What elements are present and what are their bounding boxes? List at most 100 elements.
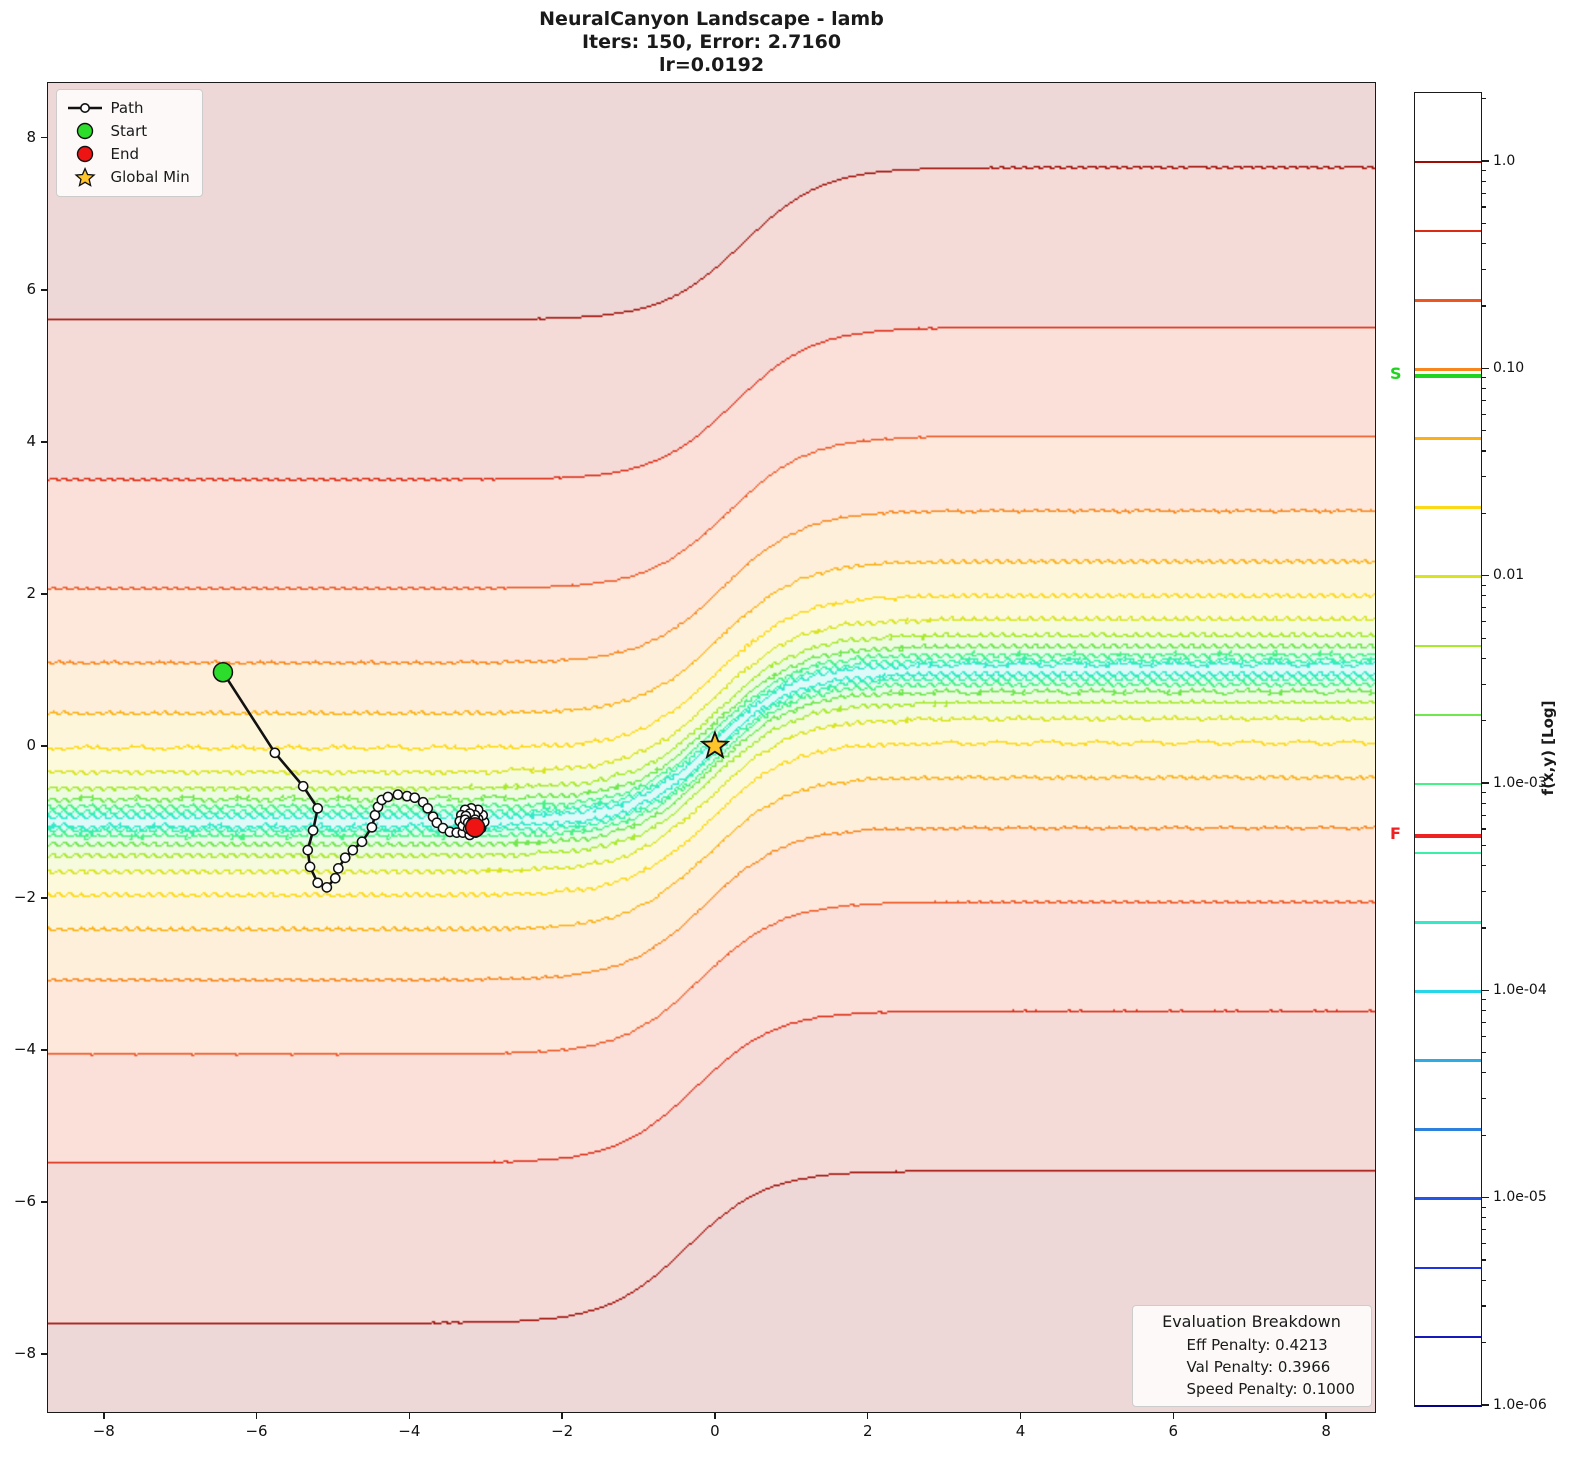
x-axis-tick-label: −8	[92, 1422, 115, 1440]
colorbar-minor-tick	[1481, 305, 1486, 307]
colorbar-level-line	[1415, 1059, 1481, 1062]
colorbar-minor-tick	[1481, 864, 1486, 867]
y-axis-tick	[41, 745, 48, 747]
colorbar-tick-label: 1.0e-04	[1493, 981, 1547, 998]
path-line-icon	[67, 102, 103, 114]
colorbar-minor-tick	[1481, 1206, 1486, 1208]
val-penalty-value: Val Penalty: 0.3966	[1186, 1357, 1331, 1376]
colorbar-minor-tick	[1481, 1052, 1486, 1054]
colorbar-minor-tick	[1481, 476, 1486, 478]
colorbar-tick-label: 0.01	[1493, 567, 1525, 584]
chart-subtitle-lr: lr=0.0192	[658, 54, 765, 76]
x-axis-tick-label: 8	[1321, 1422, 1331, 1440]
colorbar-minor-tick	[1481, 890, 1486, 893]
y-axis-tick-label: −2	[13, 888, 36, 907]
path-point-marker	[392, 788, 403, 800]
y-axis-tick-label: 0	[26, 735, 36, 754]
colorbar-minor-tick	[1481, 98, 1486, 100]
colorbar-minor-tick	[1481, 1279, 1486, 1281]
colorbar-level-line	[1415, 437, 1481, 440]
y-axis-tick	[41, 136, 48, 139]
colorbar-minor-tick	[1481, 999, 1486, 1001]
colorbar-minor-tick	[1481, 1259, 1486, 1261]
colorbar-major-tick	[1481, 989, 1489, 992]
path-point-marker	[307, 824, 318, 836]
colorbar-level-line	[1415, 644, 1481, 648]
colorbar-level-line	[1415, 1404, 1481, 1408]
colorbar-minor-tick	[1481, 222, 1486, 225]
y-axis-tick	[41, 897, 48, 899]
x-axis-tick	[1172, 1412, 1175, 1419]
path-point-marker	[320, 881, 332, 893]
colorbar-final-marker-letter: F	[1390, 824, 1401, 844]
y-axis-tick-label: −4	[13, 1040, 36, 1059]
colorbar-major-tick	[1481, 574, 1489, 577]
x-axis-tick-label: 0	[710, 1422, 720, 1440]
colorbar-level-line	[1415, 921, 1481, 924]
chart-subtitle-iters-error: Iters: 150, Error: 2.7160	[581, 31, 842, 53]
y-axis-tick	[41, 1201, 48, 1203]
x-axis-tick-label: −2	[551, 1422, 574, 1440]
x-axis-tick	[561, 1412, 563, 1419]
legend-label-path: Path	[110, 99, 144, 117]
legend-item-global-min: Global Min	[67, 166, 190, 189]
colorbar-tick-label: 0.10	[1493, 359, 1525, 376]
eff-penalty-value: Eff Penalty: 0.4213	[1186, 1335, 1328, 1354]
legend-item-end: End	[67, 143, 190, 166]
path-point-marker	[301, 844, 313, 855]
plot-area: Path Start End Global Min	[46, 81, 1376, 1413]
colorbar-minor-tick	[1481, 243, 1486, 245]
path-point-marker	[304, 861, 315, 872]
path-point-marker	[311, 876, 323, 888]
colorbar-minor-tick	[1481, 1229, 1486, 1231]
speed-penalty-value: Speed Penalty: 0.1000	[1186, 1379, 1355, 1398]
colorbar-level-line	[1415, 229, 1481, 233]
path-point-marker	[366, 821, 377, 833]
end-marker-icon	[67, 145, 103, 163]
path-point-marker	[339, 851, 351, 863]
colorbar-level-line	[1415, 713, 1481, 717]
path-point-marker	[421, 802, 433, 814]
colorbar-start-marker	[1415, 374, 1481, 379]
colorbar-minor-tick	[1481, 595, 1486, 597]
colorbar-minor-tick	[1481, 828, 1486, 830]
x-axis-tick	[103, 1412, 105, 1419]
colorbar-minor-tick	[1481, 1243, 1486, 1245]
colorbar-minor-tick	[1481, 927, 1486, 929]
colorbar-level-line	[1415, 575, 1481, 578]
colorbar-minor-tick	[1481, 1217, 1486, 1219]
colorbar-level-line	[1415, 990, 1481, 993]
path-point-marker	[382, 791, 393, 802]
path-point-marker	[332, 862, 344, 874]
legend-label-global-min: Global Min	[110, 168, 190, 186]
colorbar-minor-tick	[1481, 1305, 1486, 1307]
legend-label-end: End	[110, 145, 140, 163]
colorbar-minor-tick	[1481, 450, 1486, 452]
colorbar-minor-tick	[1481, 1035, 1486, 1037]
colorbar-minor-tick	[1481, 1009, 1486, 1012]
colorbar-level-line	[1415, 1335, 1481, 1339]
colorbar-minor-tick	[1481, 512, 1486, 514]
evaluation-breakdown-box: Evaluation Breakdown Eff Penalty: 0.4213…	[1131, 1304, 1372, 1407]
path-point-marker	[346, 844, 358, 855]
y-axis-tick-label: 4	[26, 431, 36, 450]
y-axis-tick-label: 2	[26, 583, 36, 602]
colorbar-minor-tick	[1481, 1072, 1486, 1074]
colorbar-minor-tick	[1481, 1021, 1486, 1024]
colorbar-tick-label: 1.0e-03	[1493, 774, 1547, 791]
colorbar-minor-tick	[1481, 268, 1486, 271]
path-point-marker	[329, 872, 341, 884]
colorbar-level-line	[1415, 160, 1481, 164]
colorbar-minor-tick	[1481, 657, 1486, 659]
x-axis-tick	[408, 1412, 411, 1419]
colorbar-level-line	[1415, 1128, 1481, 1131]
chart-title-block: NeuralCanyon Landscape - lamb Iters: 150…	[48, 8, 1375, 77]
colorbar-minor-tick	[1481, 844, 1486, 847]
colorbar-minor-tick	[1481, 1341, 1486, 1344]
y-axis-tick-label: −8	[13, 1344, 36, 1363]
y-axis-tick	[41, 1353, 48, 1355]
y-axis-tick-label: −6	[13, 1192, 36, 1211]
evaluation-breakdown-title: Evaluation Breakdown	[1162, 1311, 1341, 1331]
colorbar-minor-tick	[1481, 720, 1486, 722]
x-axis-tick-label: 4	[1015, 1422, 1026, 1440]
